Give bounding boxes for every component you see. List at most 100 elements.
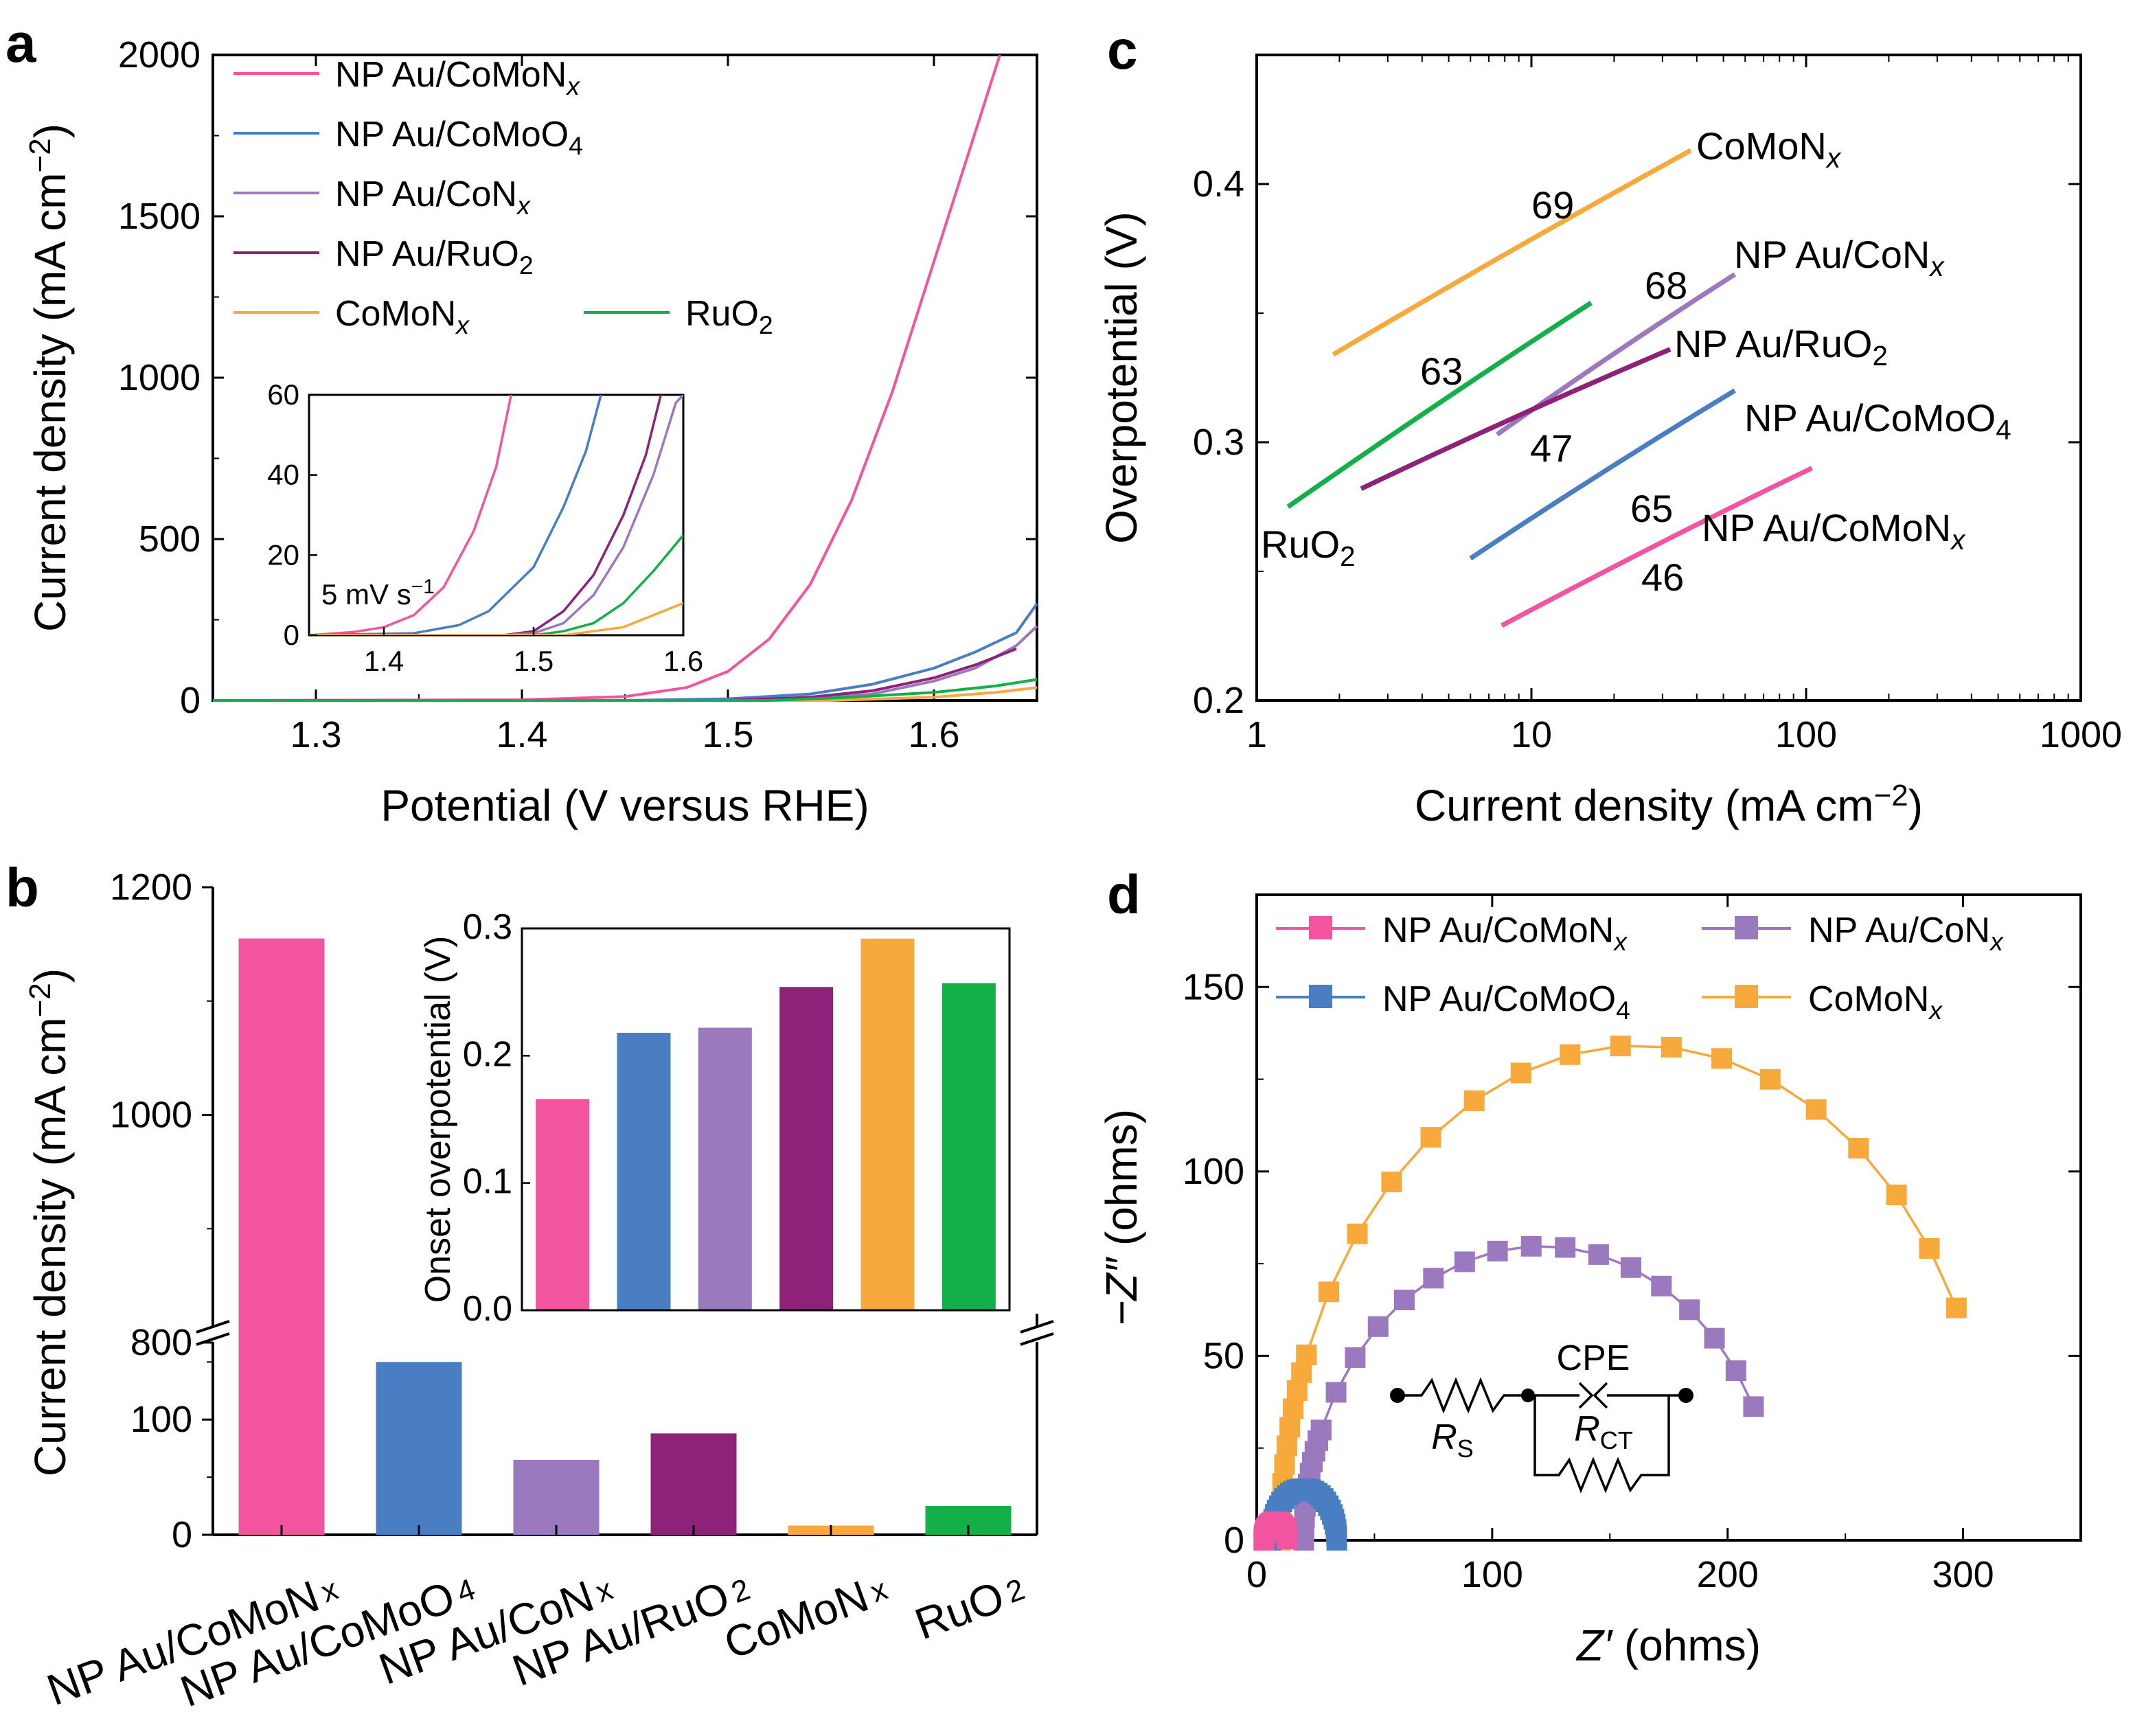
panel-d-ticks: 0 100 200 300 0 50 100 150 <box>1183 895 2081 1595</box>
panel-d-circuit-rct-sub: CT <box>1600 1426 1633 1454</box>
panel-a-x-axis-label: Potential (V versus RHE) <box>380 781 869 830</box>
panel-d-legend-marker <box>1309 985 1332 1008</box>
panel-b-y-tick-label: 1200 <box>110 867 192 908</box>
panel-b-category-label-sub: 2 <box>1002 1573 1029 1610</box>
panel-b-inset: 0.0 0.1 0.2 0.3 <box>463 907 1011 1329</box>
panel-a-series-line <box>212 54 1001 702</box>
panel-d-series-marker <box>1420 1127 1441 1148</box>
panel-d-series-marker <box>1588 1244 1609 1265</box>
panel-b-inset-bar <box>698 1027 752 1310</box>
panel-b-inset-y-tick-label: 0.2 <box>463 1034 512 1074</box>
panel-c-series-label-sub: x <box>1950 524 1966 556</box>
panel-b-category-label-sub: 4 <box>453 1573 480 1610</box>
panel-d-legend-marker <box>1735 916 1758 939</box>
panel-d-y-tick-label: 150 <box>1183 966 1244 1007</box>
panel-a-legend-label-sub: 4 <box>569 131 583 160</box>
panel-c-series-label-main: RuO <box>1261 523 1340 566</box>
panel-c-slope-label: 46 <box>1641 556 1684 599</box>
panel-b-y-tick-label: 0 <box>172 1514 192 1555</box>
panel-d-legend-label-sub: 4 <box>1616 996 1630 1025</box>
panel-b-break-gap <box>198 1328 228 1342</box>
panel-d-letter: d <box>1107 864 1141 925</box>
panel-b-bar <box>513 1459 600 1535</box>
panel-d-series-marker <box>1277 1529 1298 1550</box>
panel-a-inset-x-tick-label: 1.5 <box>514 645 554 677</box>
panel-c-letter: c <box>1107 19 1138 80</box>
panel-b-inset-border <box>521 927 1011 1312</box>
panel-c-series-label-main: CoMoN <box>1696 124 1827 168</box>
panel-b-category-label-sub: x <box>591 1573 617 1610</box>
panel-d-series-marker <box>1704 1327 1725 1349</box>
panel-d-circuit-rct-main: R <box>1574 1409 1600 1449</box>
panel-c-slope-label: 63 <box>1420 350 1463 393</box>
panel-d-series-marker <box>1555 1237 1576 1258</box>
panel-c-ticks: 1 10 100 1000 0.2 0.3 0.4 <box>1193 55 2122 755</box>
panel-c-y-tick-label: 0.3 <box>1193 422 1244 463</box>
panel-d-series-marker <box>1326 1530 1347 1551</box>
panel-c-slope-label: 68 <box>1645 264 1687 307</box>
panel-b-inset-bar <box>617 1032 671 1310</box>
panel-c-series-label-main: NP Au/CoMoO <box>1744 396 1996 439</box>
panel-b-category-label-sub: 2 <box>727 1573 755 1610</box>
panel-b-y-axis-label: Current density (mA cm−2) <box>23 968 75 1476</box>
panel-c-y-axis-label: Overpotential (V) <box>1097 212 1146 544</box>
panel-d-legend-marker <box>1735 985 1758 1008</box>
panel-b-y-tick-label: 800 <box>130 1322 192 1363</box>
panel-d-series-marker <box>1347 1223 1368 1244</box>
panel-b-break-mark <box>1020 1332 1054 1346</box>
panel-d-legend-label-main: NP Au/CoN <box>1808 911 1990 950</box>
panel-d-series-marker <box>1711 1048 1732 1069</box>
panel-a-inset-series-line <box>309 395 513 635</box>
panel-c-series-label: NP Au/CoMoNx <box>1702 506 1966 556</box>
panel-a-inset: 1.4 1.5 1.6 0 20 40 60 <box>267 378 703 677</box>
panel-d-series <box>1253 1036 1967 1551</box>
panel-d-series-marker <box>1886 1185 1907 1206</box>
panel-d-circuit-rct-resistor <box>1533 1395 1670 1494</box>
panel-d-circuit-cpe-label: CPE <box>1557 1338 1630 1378</box>
panel-d-legend-label: NP Au/CoMoNx <box>1382 911 1628 956</box>
panel-b-category-label-sub: x <box>866 1573 891 1610</box>
panel-b-axes: 0 100 800 1000 1200 <box>110 867 1054 1555</box>
panel-c-y-tick-label: 0.2 <box>1193 680 1244 721</box>
panel-d-series-marker <box>1560 1044 1581 1065</box>
panel-d-circuit-cpe <box>1528 1382 1686 1409</box>
panel-c-series-label-sub: x <box>1928 251 1945 282</box>
panel-c-x-tick-label: 1000 <box>2040 714 2122 755</box>
panel-a-series-line <box>213 647 1017 702</box>
panel-d-y-tick-label: 0 <box>1224 1520 1244 1561</box>
panel-a-legend-label-main: RuO <box>685 294 759 334</box>
panel-d-y-tick-label: 100 <box>1183 1151 1244 1192</box>
panel-a-y-tick-label: 0 <box>180 680 201 721</box>
panel-a-inset-y-tick-label: 0 <box>284 619 299 651</box>
panel-d-legend-label-main: NP Au/CoMoO <box>1382 979 1616 1019</box>
panel-d-series-marker <box>1759 1069 1781 1090</box>
panel-c-series-label-sub: 2 <box>1872 340 1887 372</box>
panel-b-category-label-main: RuO <box>909 1572 1010 1649</box>
panel-d-series-marker <box>1274 1454 1295 1475</box>
panel-a-y-tick-label: 1500 <box>118 196 201 237</box>
panel-c-series-line <box>1501 466 1814 628</box>
panel-d-series-marker <box>1367 1316 1389 1337</box>
panel-d-legend-label-sub: x <box>1989 927 2004 956</box>
panel-b-inset-bar <box>860 938 915 1310</box>
panel-a-legend-label-main: NP Au/CoN <box>335 174 517 214</box>
panel-b-inset-y-tick-label: 0.0 <box>463 1289 512 1329</box>
panel-b-bars <box>238 938 1012 1535</box>
panel-a-inset-x-tick-label: 1.4 <box>364 645 404 677</box>
panel-d-x-tick-label: 0 <box>1246 1554 1267 1595</box>
panel-b-inset-bar <box>536 1099 590 1310</box>
panel-a-y-tick-label: 500 <box>139 518 201 560</box>
panel-b-break-gap <box>1022 1328 1052 1342</box>
panel-a-inset-scan-rate: 5 mV s−1 <box>321 575 435 610</box>
panel-a-inset-frame <box>308 393 685 637</box>
panel-a-legend-label-main: NP Au/RuO <box>335 234 519 274</box>
panel-d-series-marker <box>1381 1172 1402 1193</box>
panel-c-slope-label: 47 <box>1530 426 1573 470</box>
panel-d-y-axis-label: −Z″ (ohms) <box>1097 1109 1146 1326</box>
panel-c-series-label-sub: 4 <box>1996 414 2011 446</box>
panel-b-inset-bar <box>942 983 996 1310</box>
